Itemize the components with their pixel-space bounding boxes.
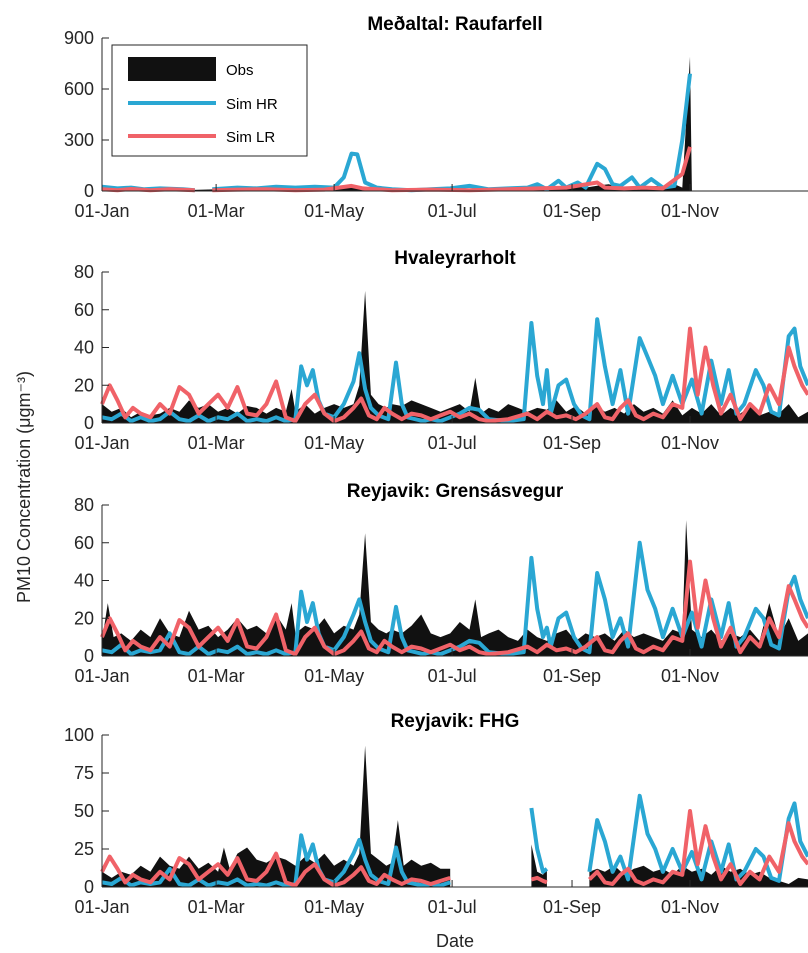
x-tick-label: 01-Jul	[428, 897, 477, 917]
x-tick-label: 01-May	[304, 666, 364, 686]
panel-title: Reyjavik: Grensásvegur	[347, 481, 564, 502]
y-tick-label: 75	[74, 763, 94, 783]
y-tick-label: 20	[74, 608, 94, 628]
x-tick-label: 01-Jan	[74, 433, 129, 453]
y-tick-label: 50	[74, 801, 94, 821]
series-sim-hr-line	[587, 793, 808, 883]
legend: Obs Sim HR Sim LR	[111, 44, 308, 157]
panel-3: 0 20 40 60 80 01-Jan 01-Mar 01-May 01-Jul 01-Sep 0…	[74, 481, 808, 686]
y-tick-label: 60	[74, 533, 94, 553]
y-tick-label: 0	[84, 877, 94, 897]
legend-swatch-obs	[128, 57, 216, 81]
x-tick-label: 01-Jan	[74, 666, 129, 686]
y-tick-label: 80	[74, 262, 94, 282]
series-sim-lr-line	[588, 809, 808, 886]
x-tick-label: 01-May	[304, 897, 364, 917]
x-tick-label: 01-Jan	[74, 201, 129, 221]
x-tick-label: 01-Nov	[661, 897, 719, 917]
series-sim-lr-line	[100, 851, 451, 888]
x-tick-label: 01-May	[304, 201, 364, 221]
y-tick-label: 40	[74, 571, 94, 591]
series-sim-lr-line	[100, 326, 808, 424]
y-tick-label: 0	[84, 413, 94, 433]
y-tick-label: 40	[74, 338, 94, 358]
x-tick-label: 01-Mar	[188, 433, 245, 453]
series-sim-lr-line	[212, 146, 692, 193]
x-tick-label: 01-Jul	[428, 666, 477, 686]
panel-title: Meðaltal: Raufarfell	[367, 14, 542, 35]
panel-4: 0 25 50 75 100 01-Jan 01-Mar 01-May 01-Jul 01-Sep…	[64, 711, 808, 917]
legend-label-obs: Obs	[226, 62, 254, 79]
y-tick-label: 300	[64, 130, 94, 150]
x-tick-label: 01-Mar	[188, 666, 245, 686]
y-axis-label: PM10 Concentration (μgm⁻³)	[14, 371, 34, 603]
y-tick-label: 900	[64, 28, 94, 48]
y-tick-label: 20	[74, 375, 94, 395]
x-tick-label: 01-Nov	[661, 201, 719, 221]
series-sim-lr-line	[530, 875, 548, 885]
series-sim-hr-line	[101, 833, 451, 888]
panel-1: 0 300 600 900 01-Jan 01-Mar 01-May 01-Jul 01-Sep…	[64, 14, 808, 221]
panel-2: 0 20 40 60 80 01-Jan 01-Mar 01-May 01-Jul 01-Sep 0…	[74, 248, 808, 453]
x-tick-label: 01-Sep	[543, 897, 601, 917]
x-tick-label: 01-Mar	[188, 897, 245, 917]
series-sim-lr-line	[100, 559, 808, 657]
y-tick-label: 60	[74, 300, 94, 320]
x-tick-label: 01-Sep	[543, 433, 601, 453]
x-tick-label: 01-Sep	[543, 201, 601, 221]
x-tick-label: 01-Jan	[74, 897, 129, 917]
x-tick-label: 01-Sep	[543, 666, 601, 686]
x-tick-label: 01-Jul	[428, 433, 477, 453]
series-sim-lr-line	[101, 187, 195, 193]
y-tick-label: 0	[84, 646, 94, 666]
x-tick-label: 01-Mar	[188, 201, 245, 221]
x-tick-label: 01-Nov	[661, 666, 719, 686]
x-tick-label: 01-May	[304, 433, 364, 453]
x-tick-label: 01-Nov	[661, 433, 719, 453]
series-obs-area	[102, 745, 451, 887]
series-sim-hr-line	[529, 807, 549, 874]
y-tick-label: 100	[64, 725, 94, 745]
panel-title: Hvaleyrarholt	[394, 248, 516, 269]
y-tick-label: 600	[64, 79, 94, 99]
x-axis-label: Date	[436, 931, 474, 951]
legend-label-sim-hr: Sim HR	[226, 96, 278, 113]
y-tick-label: 80	[74, 495, 94, 515]
legend-label-sim-lr: Sim LR	[226, 129, 275, 146]
panel-title: Reyjavik: FHG	[391, 711, 520, 732]
x-tick-label: 01-Jul	[428, 201, 477, 221]
y-tick-label: 0	[84, 181, 94, 201]
y-tick-label: 25	[74, 839, 94, 859]
